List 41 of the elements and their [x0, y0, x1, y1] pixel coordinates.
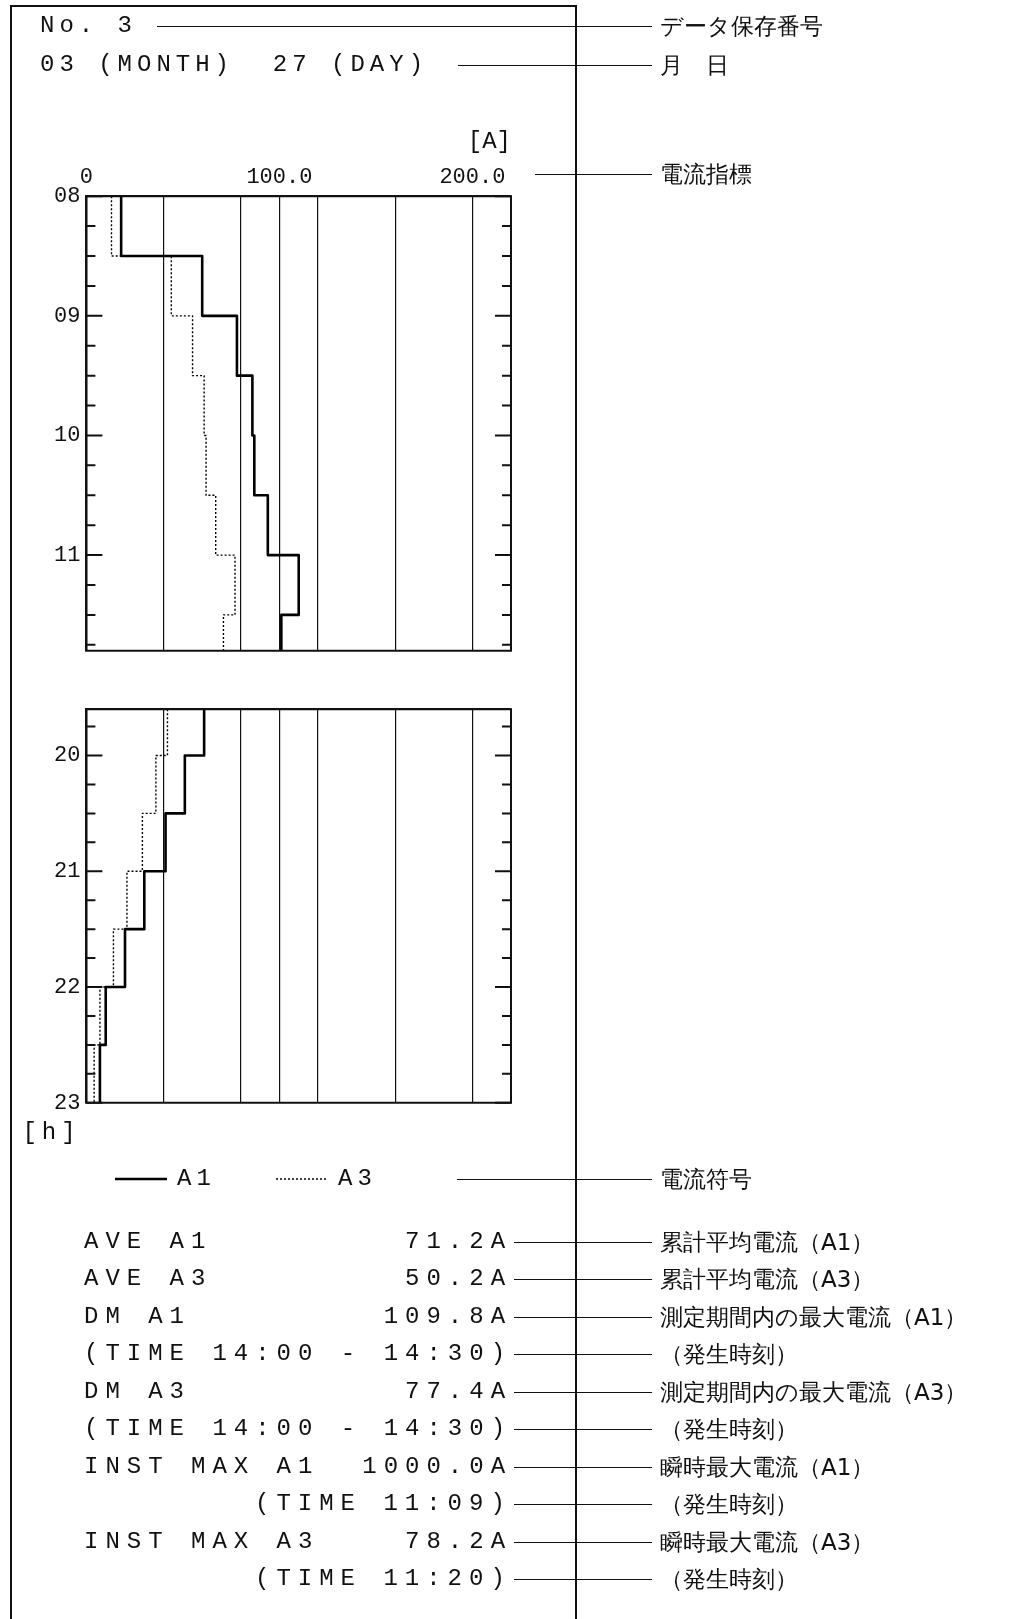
- x-tick-label: 100.0: [246, 164, 313, 190]
- text: AVE A3 50.2A: [84, 1265, 513, 1294]
- y-tick-label: 23: [54, 1090, 81, 1116]
- text: （発生時刻）: [660, 1415, 798, 1444]
- text: 電流指標: [660, 160, 752, 189]
- text: (TIME 14:00 - 14:30): [84, 1415, 513, 1444]
- text: （発生時刻）: [660, 1565, 798, 1594]
- text: DM A3 77.4A: [84, 1377, 513, 1406]
- text: 測定期間内の最大電流（A3）: [660, 1377, 968, 1406]
- legend-label: A3: [338, 1164, 377, 1193]
- text: 瞬時最大電流（A3）: [660, 1527, 875, 1556]
- text: （発生時刻）: [660, 1490, 798, 1519]
- text: （発生時刻）: [660, 1340, 798, 1369]
- legend-label: A1: [177, 1164, 216, 1193]
- text: INST MAX A1 1000.0A: [84, 1452, 513, 1481]
- text: データ保存番号: [660, 12, 823, 40]
- x-tick-label: 200.0: [439, 164, 506, 190]
- text: (TIME 14:00 - 14:30): [84, 1340, 513, 1369]
- x-axis-title: [A]: [467, 127, 511, 155]
- y-tick-label: 20: [54, 743, 81, 769]
- text: 瞬時最大電流（A1）: [660, 1452, 875, 1481]
- y-axis-title: [h]: [22, 1118, 81, 1147]
- text: INST MAX A3 78.2A: [84, 1527, 513, 1556]
- text: (TIME 11:09): [255, 1490, 512, 1519]
- chart-subtitle: 03 (MONTH) 27 (DAY): [40, 51, 429, 79]
- y-tick-label: 09: [54, 303, 81, 329]
- text: 月 日: [660, 51, 729, 79]
- chart-title: No. 3: [40, 12, 138, 40]
- y-tick-label: 11: [54, 542, 81, 568]
- text: AVE A1 71.2A: [84, 1227, 513, 1256]
- y-tick-label: 21: [54, 859, 81, 885]
- text: 累計平均電流（A3）: [660, 1265, 875, 1294]
- text: 測定期間内の最大電流（A1）: [660, 1302, 968, 1331]
- y-tick-label: 22: [54, 974, 81, 1000]
- y-tick-label: 08: [54, 184, 81, 210]
- x-tick-label: 0: [79, 164, 94, 190]
- text: (TIME 11:20): [255, 1565, 512, 1594]
- text: DM A1 109.8A: [84, 1302, 513, 1331]
- y-tick-label: 10: [54, 423, 81, 449]
- text: 累計平均電流（A1）: [660, 1227, 875, 1256]
- text: 電流符号: [660, 1164, 752, 1193]
